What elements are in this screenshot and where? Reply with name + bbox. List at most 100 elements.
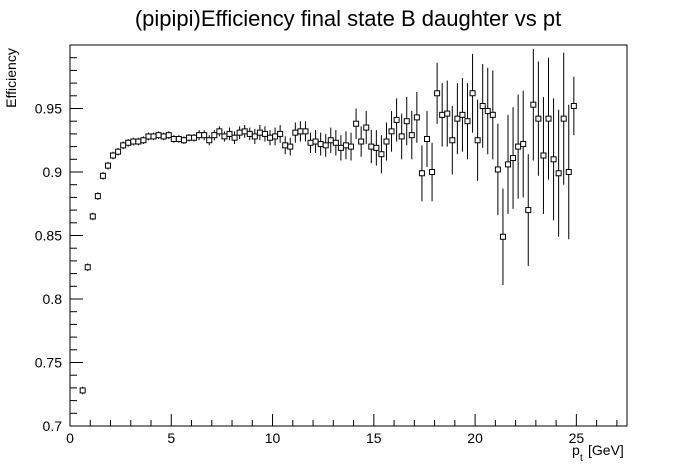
data-point	[241, 125, 248, 138]
point-marker	[342, 142, 349, 149]
data-point	[191, 133, 198, 142]
point-marker	[363, 124, 370, 131]
data-point	[94, 192, 101, 200]
data-point	[434, 62, 441, 124]
data-point	[449, 105, 456, 175]
point-marker	[403, 118, 410, 125]
point-marker	[180, 137, 187, 144]
data-points	[79, 48, 577, 395]
point-marker	[439, 111, 446, 118]
data-point	[499, 188, 506, 286]
point-marker	[155, 132, 162, 139]
data-point	[110, 151, 117, 160]
data-point	[302, 121, 309, 142]
data-point	[560, 52, 567, 185]
y-tick-label: 0.8	[43, 291, 63, 307]
data-point	[358, 126, 365, 157]
y-tick-label: 0.85	[35, 228, 62, 244]
point-marker	[398, 133, 405, 140]
point-marker	[474, 137, 481, 144]
data-point	[277, 125, 284, 143]
data-point	[115, 147, 122, 156]
x-axis-label-subscript: t	[580, 453, 583, 464]
point-marker	[267, 134, 274, 141]
data-point	[413, 91, 420, 143]
point-marker	[246, 130, 253, 137]
point-marker	[545, 115, 552, 122]
axis-ticks	[69, 44, 618, 427]
data-point	[160, 132, 167, 141]
data-point	[312, 130, 319, 153]
point-marker	[272, 133, 279, 140]
data-point	[337, 135, 344, 161]
point-marker	[236, 129, 243, 136]
data-point	[494, 123, 501, 216]
x-axis-label-symbol: p	[572, 442, 580, 458]
point-marker	[251, 133, 258, 140]
data-point	[565, 104, 572, 240]
data-point	[373, 130, 380, 166]
point-marker	[570, 102, 577, 109]
point-marker	[94, 193, 101, 200]
point-marker	[510, 155, 517, 162]
data-point	[469, 53, 476, 133]
point-marker	[378, 151, 385, 158]
point-marker	[110, 152, 117, 159]
data-point	[165, 131, 172, 139]
data-point	[403, 97, 410, 146]
data-point	[454, 83, 461, 155]
data-point	[510, 107, 517, 209]
point-marker	[206, 137, 213, 144]
point-marker	[418, 170, 425, 177]
point-marker	[211, 132, 218, 139]
data-point	[84, 263, 91, 272]
point-marker	[241, 128, 248, 135]
point-marker	[388, 128, 395, 135]
point-marker	[140, 137, 147, 144]
point-marker	[292, 129, 299, 136]
point-marker	[84, 264, 91, 271]
data-point	[464, 83, 471, 160]
point-marker	[520, 141, 527, 148]
data-point	[383, 122, 390, 161]
point-marker	[170, 135, 177, 142]
data-point	[297, 121, 304, 142]
point-marker	[221, 133, 228, 140]
point-marker	[89, 213, 96, 220]
x-tick-label: 5	[167, 430, 175, 446]
point-marker	[120, 142, 127, 149]
point-marker	[429, 169, 436, 175]
data-point	[570, 76, 577, 136]
y-tick-label: 0.95	[35, 101, 62, 117]
data-point	[342, 131, 349, 160]
point-marker	[302, 128, 309, 135]
point-marker	[104, 162, 111, 169]
point-marker	[413, 114, 420, 121]
point-marker	[530, 101, 537, 108]
data-point	[418, 145, 425, 202]
point-marker	[337, 144, 344, 151]
y-tick-label: 0.9	[43, 164, 63, 180]
point-marker	[525, 207, 532, 214]
point-marker	[277, 130, 284, 137]
point-marker	[287, 143, 294, 150]
data-point	[206, 135, 213, 146]
data-point	[439, 83, 446, 147]
point-marker	[261, 130, 268, 137]
data-point	[267, 130, 274, 146]
data-point	[130, 137, 137, 146]
point-marker	[160, 133, 167, 140]
data-point	[388, 111, 395, 152]
data-point	[180, 136, 187, 145]
data-point	[282, 136, 289, 155]
data-point	[196, 130, 203, 141]
point-marker	[191, 134, 198, 141]
data-point	[307, 132, 314, 153]
data-point	[175, 135, 182, 143]
data-point	[479, 64, 486, 148]
data-point	[185, 133, 192, 142]
point-marker	[307, 139, 314, 146]
data-point	[348, 132, 355, 161]
point-marker	[484, 108, 491, 115]
data-point	[211, 130, 218, 141]
